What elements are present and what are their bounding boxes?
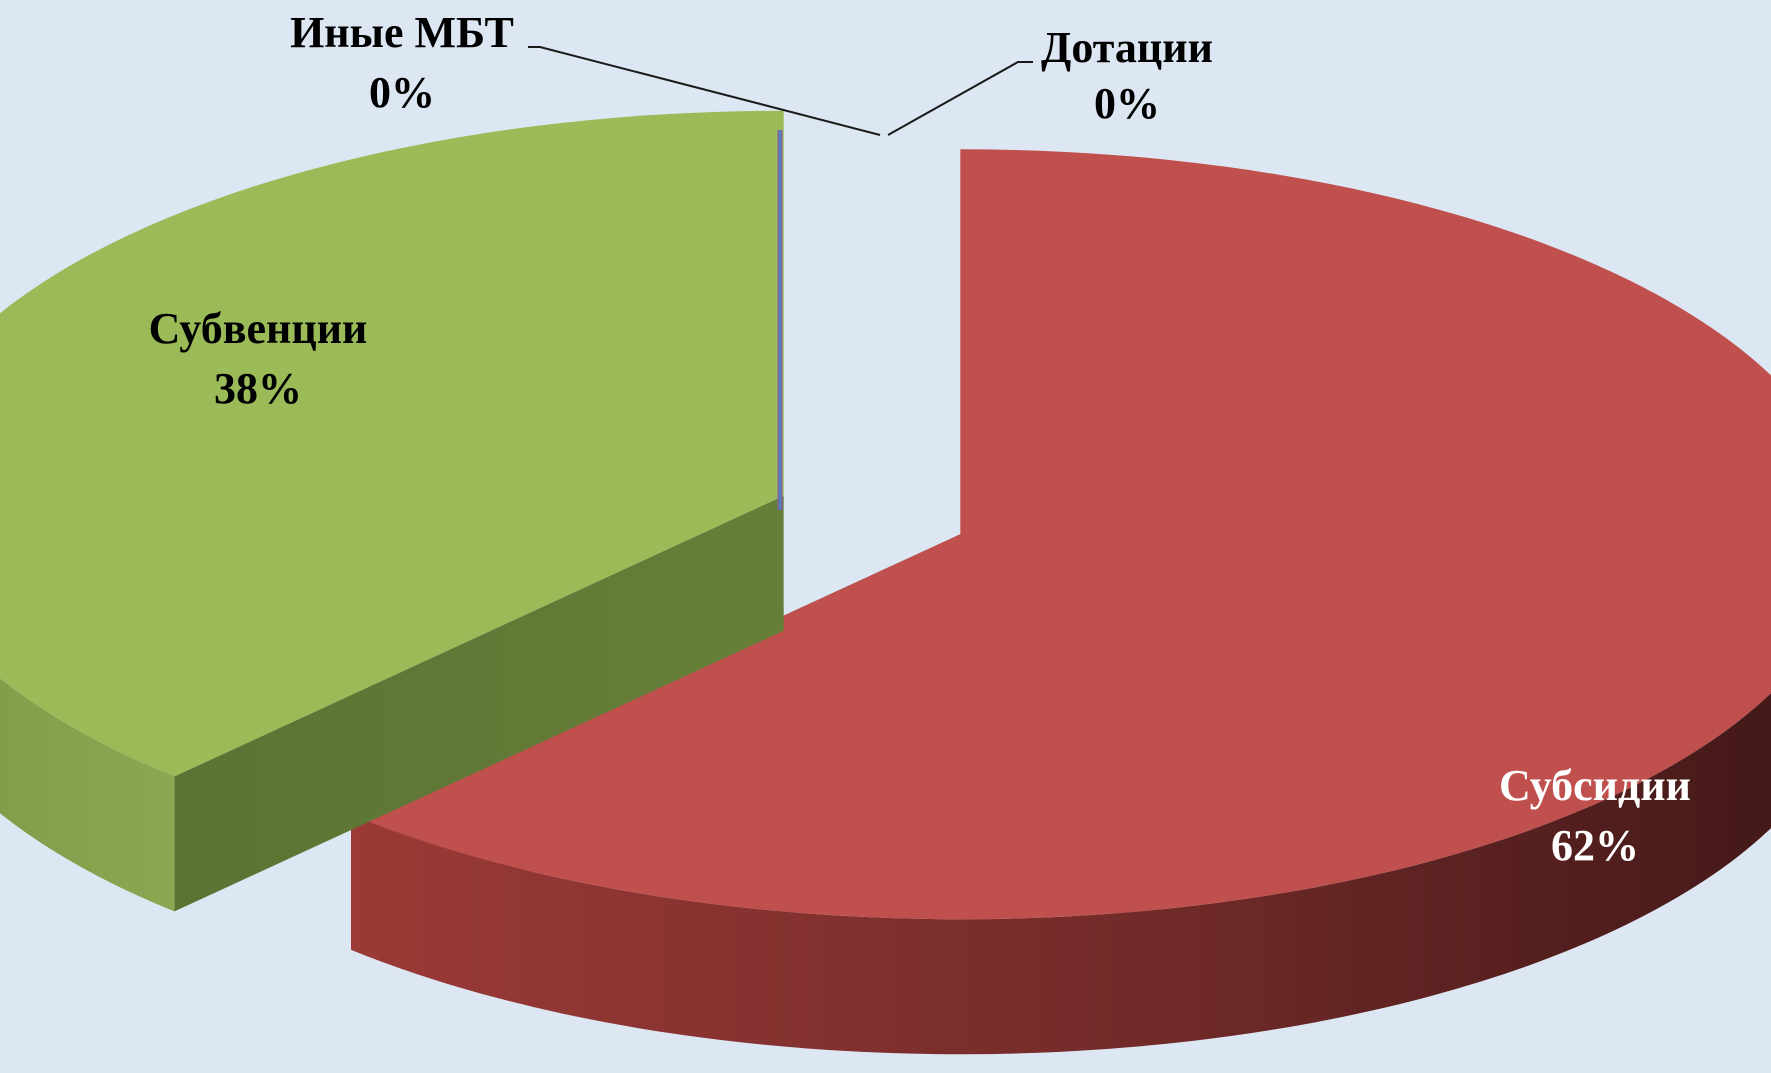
pie-slice-1: [0, 110, 784, 912]
pie-slice-top-0: [351, 149, 1771, 920]
slice-label-name-3: Дотации: [1041, 23, 1213, 72]
pie-slice-top-1: [0, 110, 784, 777]
slice-label-name-2: Иные МБТ: [290, 8, 514, 57]
slice-label-value-0: 62%: [1551, 821, 1639, 870]
pie-slice-0: [351, 149, 1771, 1055]
pie-slice-wall-1-0: [174, 495, 784, 912]
slice-label-name-0: Субсидии: [1499, 761, 1691, 810]
pie-slice-side-1-0: [0, 678, 175, 912]
slice-label-name-1: Субвенции: [149, 304, 368, 353]
leader-line-3: [887, 61, 1033, 136]
pie-slice-side-0-0: [351, 693, 1771, 1055]
leader-line-2: [528, 46, 881, 136]
slice-label-value-3: 0%: [1094, 79, 1160, 128]
slice-label-value-1: 38%: [214, 364, 302, 413]
slice-label-value-2: 0%: [369, 68, 435, 117]
